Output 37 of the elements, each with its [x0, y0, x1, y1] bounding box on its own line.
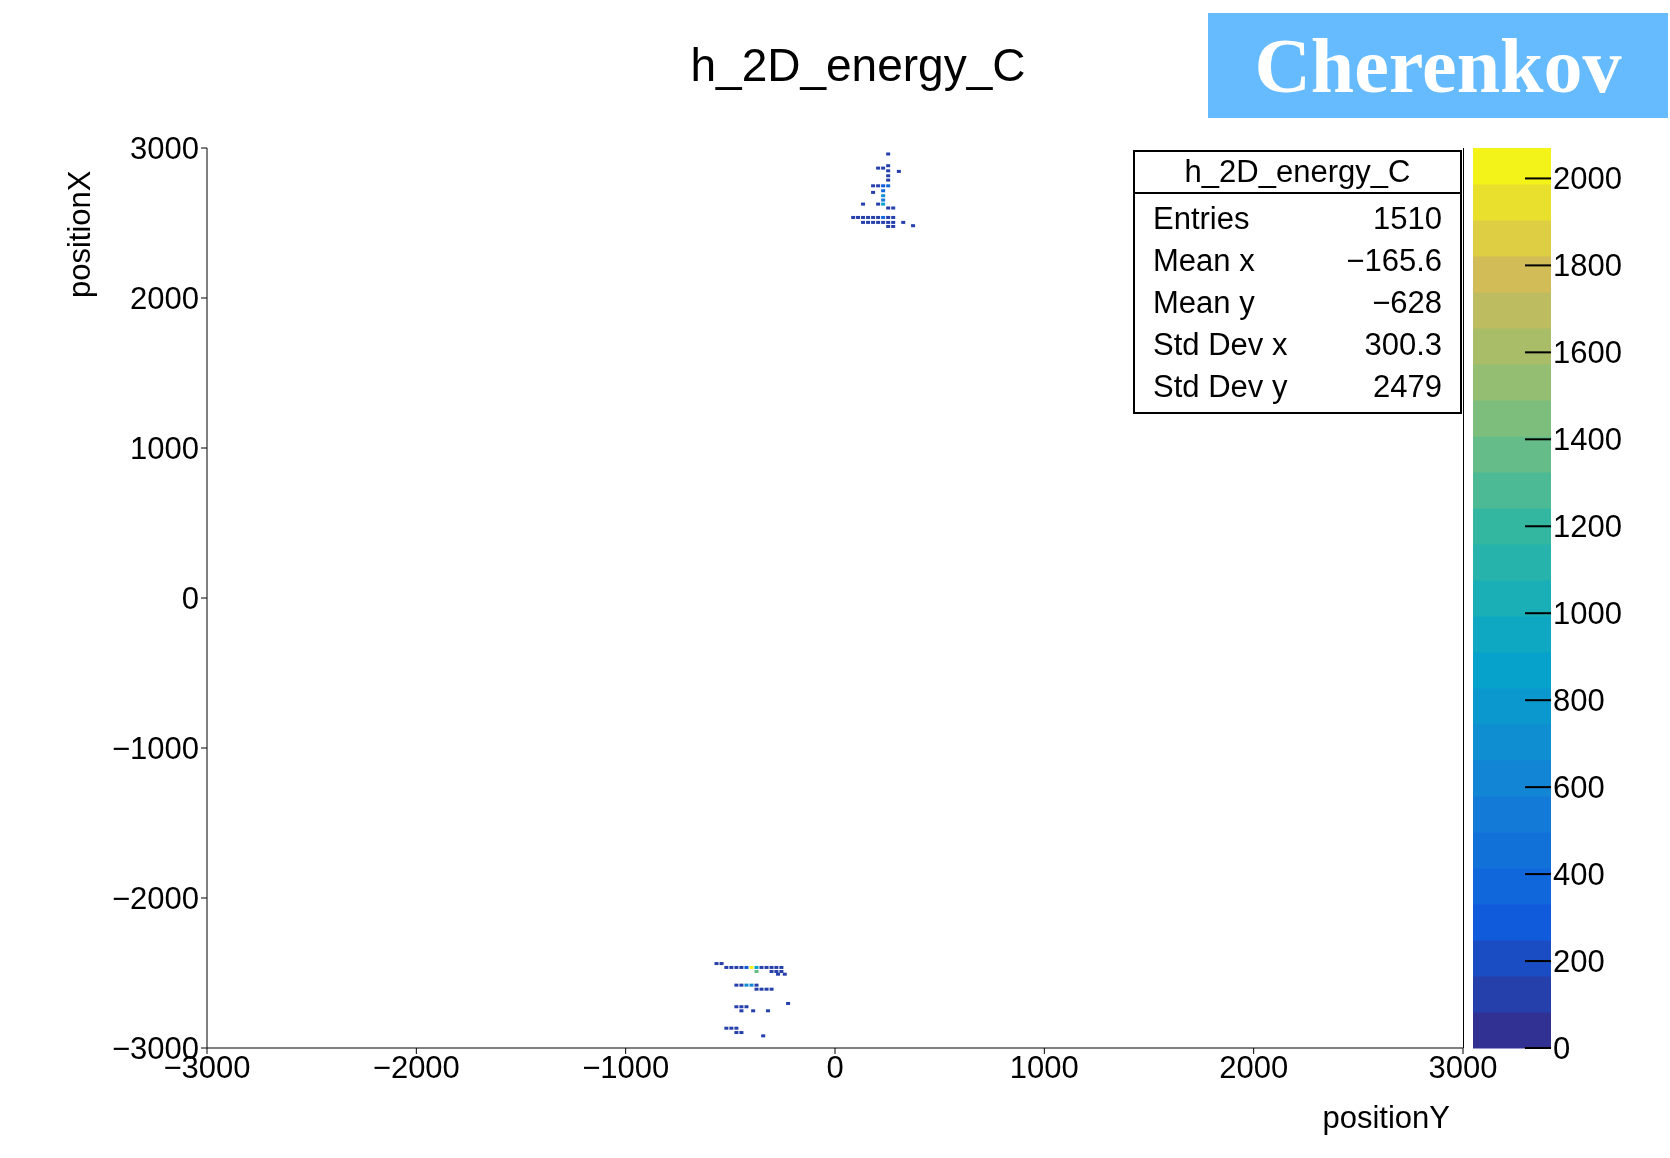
color-bar-label: 1400: [1553, 422, 1622, 458]
color-bar-label: 200: [1553, 944, 1605, 980]
chart-title: h_2D_energy_C: [689, 38, 1027, 92]
annotation: h_2D_energy_C: [1135, 152, 1460, 194]
y-tick-label: −1000: [111, 731, 199, 767]
y-tick-label: 3000: [130, 131, 199, 167]
x-axis-title: positionY: [1322, 1100, 1450, 1136]
x-tick-label: 1000: [1009, 1050, 1079, 1086]
annotation: 2479: [1373, 368, 1442, 406]
y-tick-label: 1000: [130, 431, 199, 467]
text: Cherenkov: [1208, 13, 1668, 118]
annotation: Std Dev x: [1153, 326, 1288, 364]
color-bar-label: 400: [1553, 857, 1605, 893]
annotation: 300.3: [1364, 326, 1442, 364]
annotation: Mean x: [1153, 242, 1255, 280]
color-bar-label: 1000: [1553, 596, 1622, 632]
x-tick-label: 0: [826, 1050, 844, 1086]
color-bar-label: 1600: [1553, 335, 1622, 371]
annotation: 1510: [1373, 200, 1442, 238]
color-bar-label: 600: [1553, 770, 1605, 806]
annotation: Mean y: [1153, 284, 1255, 322]
annotation: −165.6: [1346, 242, 1442, 280]
x-tick-label: −2000: [372, 1050, 460, 1086]
annotation: Std Dev y: [1153, 368, 1288, 406]
y-tick-label: 0: [181, 581, 199, 617]
y-tick-label: −2000: [111, 881, 199, 917]
x-tick-label: 2000: [1219, 1050, 1289, 1086]
color-bar-label: 800: [1553, 683, 1605, 719]
y-axis-title: positionX: [62, 170, 98, 298]
x-tick-label: −1000: [582, 1050, 670, 1086]
annotation: Entries: [1153, 200, 1250, 238]
color-bar-label: 2000: [1553, 161, 1622, 197]
color-bar-label: 1800: [1553, 248, 1622, 284]
x-tick-label: 3000: [1428, 1050, 1498, 1086]
y-tick-label: 2000: [130, 281, 199, 317]
color-bar-label: 1200: [1553, 509, 1622, 545]
annotation: −628: [1372, 284, 1442, 322]
